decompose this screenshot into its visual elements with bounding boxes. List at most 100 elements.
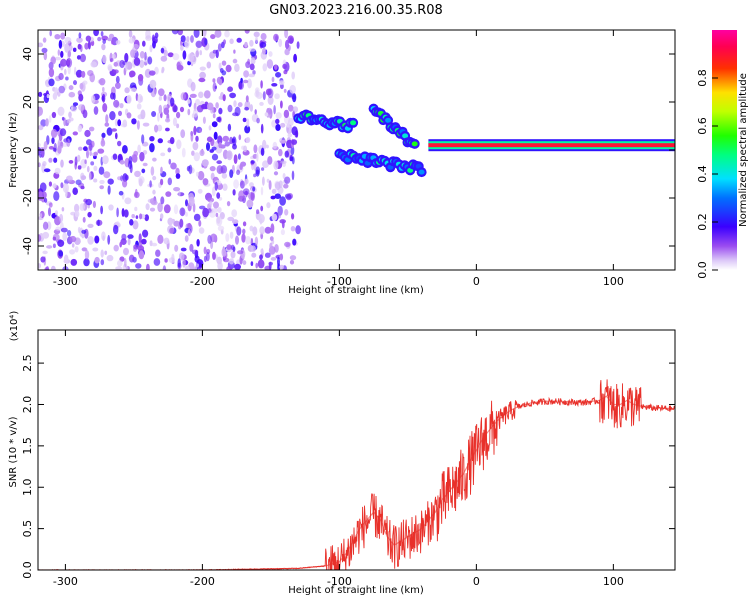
- noise-blob: [277, 256, 280, 267]
- noise-blob: [81, 233, 85, 239]
- noise-blob: [106, 254, 114, 262]
- noise-blob: [275, 124, 281, 131]
- noise-blob: [135, 263, 142, 269]
- noise-blob: [151, 111, 157, 117]
- noise-blob: [157, 202, 163, 213]
- noise-blob: [141, 168, 146, 174]
- noise-blob: [145, 203, 150, 211]
- noise-blob: [245, 236, 251, 245]
- noise-blob: [100, 205, 103, 215]
- noise-blob: [286, 123, 290, 128]
- noise-blob: [142, 229, 149, 238]
- noise-blob: [38, 124, 44, 131]
- noise-blob: [76, 55, 81, 60]
- noise-blob: [38, 42, 44, 48]
- noise-blob: [39, 182, 47, 192]
- noise-blob: [250, 57, 256, 65]
- noise-blob: [118, 190, 124, 196]
- noise-blob: [212, 251, 216, 260]
- noise-blob: [102, 155, 109, 165]
- noise-blob: [48, 78, 55, 87]
- noise-blob: [91, 95, 96, 104]
- noise-blob: [158, 96, 163, 101]
- noise-blob: [240, 77, 243, 84]
- noise-blob: [101, 35, 109, 41]
- noise-blob: [149, 136, 155, 142]
- noise-blob: [222, 94, 226, 102]
- noise-blob: [54, 56, 61, 61]
- noise-blob: [119, 103, 124, 109]
- snr-ylabel: SNR (10 * v/v): [8, 416, 19, 487]
- noise-blob: [262, 91, 266, 101]
- noise-blob: [89, 150, 92, 157]
- noise-blob: [271, 213, 278, 221]
- noise-blob: [185, 199, 188, 207]
- noise-blob: [232, 189, 236, 196]
- noise-blob: [128, 30, 133, 38]
- y-tick-label: 0: [21, 147, 34, 154]
- noise-blob: [38, 91, 43, 97]
- noise-blob: [234, 263, 241, 270]
- noise-blob: [137, 93, 143, 104]
- noise-blob: [180, 35, 186, 43]
- noise-blob: [291, 71, 296, 80]
- noise-blob: [78, 93, 84, 102]
- noise-blob: [169, 227, 175, 234]
- noise-blob: [233, 49, 236, 54]
- noise-blob: [146, 263, 150, 270]
- noise-blob: [229, 231, 234, 239]
- noise-blob: [232, 219, 239, 225]
- noise-blob: [234, 63, 240, 72]
- noise-blob: [140, 109, 146, 120]
- noise-blob: [120, 123, 128, 128]
- noise-blob: [248, 48, 256, 52]
- noise-blob: [203, 246, 207, 255]
- noise-blob: [211, 146, 217, 151]
- noise-blob: [242, 117, 247, 123]
- noise-blob: [46, 245, 53, 249]
- noise-blob: [160, 213, 164, 220]
- noise-blob: [53, 191, 60, 202]
- noise-blob: [149, 207, 156, 212]
- noise-blob: [238, 81, 245, 90]
- noise-blob: [58, 250, 63, 257]
- noise-blob: [224, 30, 230, 38]
- noise-blob: [77, 154, 81, 162]
- noise-blob: [87, 165, 90, 173]
- y-tick-label: -40: [21, 237, 34, 255]
- noise-blob: [260, 123, 264, 134]
- noise-blob: [128, 254, 135, 263]
- noise-blob: [232, 112, 239, 117]
- noise-blob: [216, 165, 223, 175]
- noise-blob: [115, 221, 120, 227]
- noise-blob: [266, 202, 271, 209]
- noise-blob: [119, 241, 122, 248]
- noise-blob: [260, 33, 267, 41]
- noise-blob: [226, 201, 231, 207]
- noise-blob: [170, 97, 175, 107]
- noise-blob: [127, 234, 134, 239]
- noise-blob: [149, 44, 153, 53]
- noise-blob: [139, 51, 145, 59]
- x-tick-label: 0: [473, 275, 480, 288]
- noise-blob: [278, 38, 283, 48]
- noise-blob: [275, 118, 280, 124]
- noise-blob: [203, 255, 207, 263]
- noise-blob: [249, 39, 254, 47]
- noise-blob: [227, 123, 232, 132]
- noise-blob: [61, 207, 65, 212]
- noise-blob: [114, 118, 119, 127]
- noise-blob: [160, 166, 163, 174]
- noise-blob: [150, 166, 155, 176]
- noise-blob: [184, 265, 190, 270]
- noise-blob: [79, 203, 85, 212]
- colorbar-gradient: [712, 30, 737, 270]
- upper-branch: [293, 109, 359, 134]
- y-tick-label: 20: [21, 95, 34, 109]
- noise-blob: [216, 256, 222, 265]
- noise-blob: [280, 100, 283, 109]
- noise-blob: [113, 61, 119, 67]
- noise-blob: [209, 201, 213, 206]
- x-tick-label: -100: [327, 275, 352, 288]
